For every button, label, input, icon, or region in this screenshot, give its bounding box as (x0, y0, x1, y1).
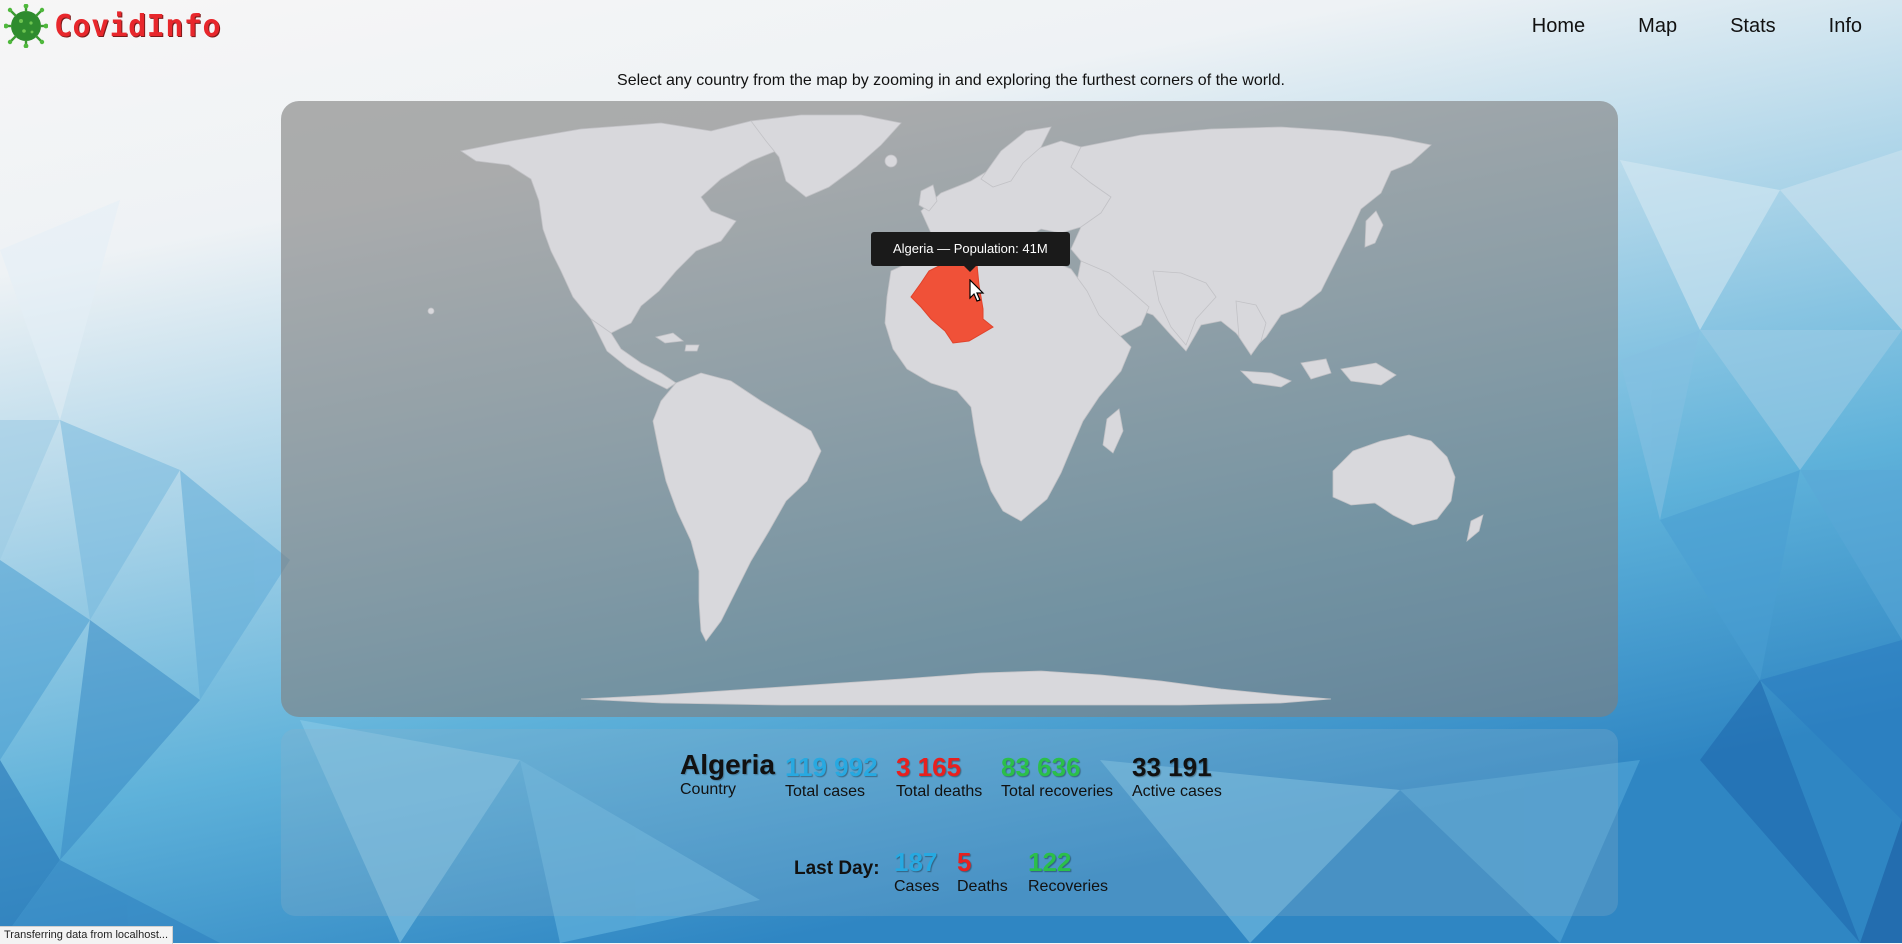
japan[interactable] (1364, 210, 1384, 248)
stats-panel (281, 729, 1618, 916)
last-day-deaths-value: 5 (957, 847, 972, 877)
hawaii-island (427, 307, 435, 315)
nav-home[interactable]: Home (1531, 15, 1586, 37)
united-kingdom[interactable] (918, 184, 938, 212)
stat-total-deaths: 3 165 Total deaths (896, 752, 982, 802)
country-name: Algeria (680, 749, 775, 780)
total-cases-value: 119 992 (785, 752, 878, 782)
iceland-island (884, 154, 898, 168)
last-day-cases-value: 187 (894, 847, 938, 877)
total-cases-label: Total cases (785, 783, 866, 800)
madagascar[interactable] (1102, 408, 1124, 454)
brand-name: CovidInfo (54, 8, 222, 44)
total-deaths-value: 3 165 (896, 752, 962, 782)
mouse-pointer-icon (969, 279, 985, 302)
total-deaths-label: Total deaths (896, 783, 983, 800)
country-label: Country (680, 781, 737, 798)
active-cases-label: Active cases (1132, 783, 1222, 800)
stat-total-recoveries: 83 636 Total recoveries (1001, 752, 1113, 802)
virus-icon (4, 4, 48, 48)
stat-last-day-cases: 187 Cases (894, 847, 939, 897)
brand-logo[interactable]: CovidInfo (4, 4, 221, 48)
total-recoveries-label: Total recoveries (1001, 783, 1114, 800)
caribbean-islands[interactable] (655, 332, 700, 352)
last-day-deaths-label: Deaths (957, 878, 1008, 895)
browser-status-bar: Transferring data from localhost... (0, 926, 174, 944)
total-recoveries-value: 83 636 (1001, 752, 1081, 782)
map-instructions: Select any country from the map by zoomi… (617, 72, 1285, 89)
last-day-recoveries-label: Recoveries (1028, 878, 1109, 895)
stat-active-cases: 33 191 Active cases (1132, 752, 1222, 802)
nav-map[interactable]: Map (1638, 15, 1678, 37)
last-day-recoveries-value: 122 (1028, 847, 1072, 877)
last-day-cases-label: Cases (894, 878, 940, 895)
main-nav: Home Map Stats Info (1479, 15, 1862, 38)
central-america[interactable] (590, 318, 677, 390)
stat-last-day-recoveries: 122 Recoveries (1028, 847, 1108, 897)
nav-info[interactable]: Info (1828, 15, 1862, 37)
stat-last-day-deaths: 5 Deaths (957, 847, 1008, 897)
southeast-asia[interactable] (1235, 300, 1267, 356)
world-map-panel[interactable]: Algeria — Population: 41M (281, 101, 1618, 717)
antarctica[interactable] (580, 670, 1332, 706)
last-day-heading: Last Day: (794, 858, 880, 879)
new-zealand[interactable] (1466, 514, 1484, 543)
active-cases-value: 33 191 (1132, 752, 1212, 782)
country-tooltip: Algeria — Population: 41M (871, 232, 1070, 272)
stat-total-cases: 119 992 Total cases (785, 752, 878, 802)
stat-country: Algeria Country (680, 750, 775, 800)
top-navbar: CovidInfo Home Map Stats Info (0, 0, 1902, 56)
greenland[interactable] (750, 114, 902, 198)
indonesia[interactable] (1239, 358, 1397, 388)
scandinavia[interactable] (980, 126, 1052, 188)
world-map[interactable] (281, 101, 1618, 717)
australia[interactable] (1332, 434, 1456, 526)
india[interactable] (1152, 270, 1217, 346)
nav-stats[interactable]: Stats (1730, 15, 1776, 37)
south-america[interactable] (652, 372, 822, 642)
